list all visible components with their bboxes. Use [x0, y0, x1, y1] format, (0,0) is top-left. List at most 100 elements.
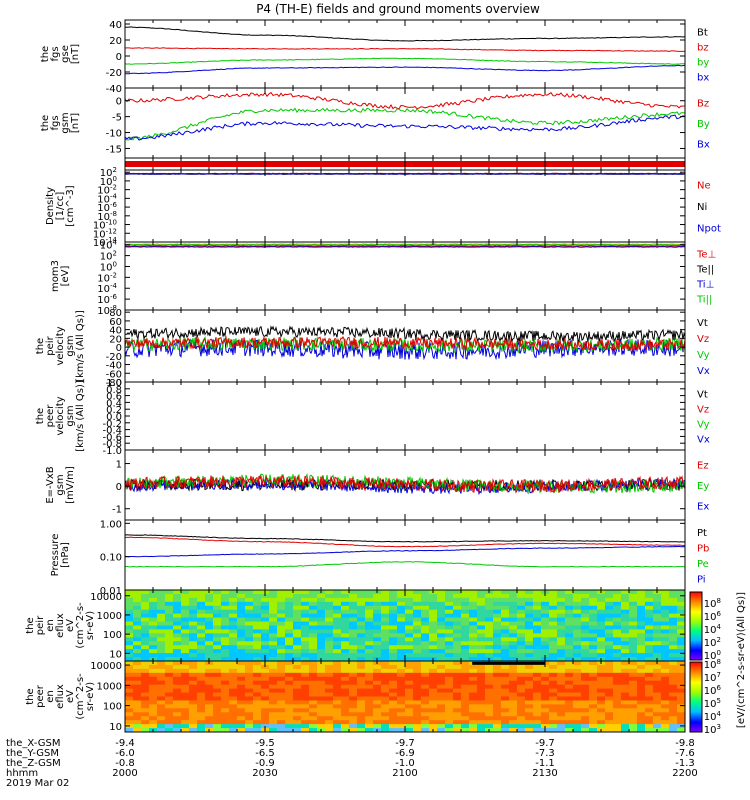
legend-te||: Te|| — [696, 265, 714, 276]
panel-2-tick-label: -5 — [112, 113, 122, 124]
xaxis-value: -1.1 — [535, 758, 555, 769]
panel-7-tick-label: 1.0 — [106, 378, 122, 389]
colorbar-bottom — [689, 661, 703, 733]
panel-10-tick-label: 10000 — [90, 592, 122, 603]
xaxis-value: -9.5 — [255, 738, 275, 749]
legend-ey: Ey — [697, 481, 709, 492]
figure-title: P4 (TH-E) fields and ground moments over… — [256, 2, 540, 16]
panel-4: 10210010-210-410-610-810-1010-1210-14Den… — [45, 166, 721, 249]
panel-10: 10000 1000 100 10 thepeirenefluxeV(cm^2-s-sr… — [25, 589, 686, 662]
xaxis-value: 2200 — [672, 768, 697, 779]
legend-ti||: Ti|| — [696, 295, 712, 306]
colorbar-label: [eV/(cm^2-s-sr-eV)(All Qs)] — [736, 592, 747, 728]
xaxis-value: -9.7 — [395, 738, 415, 749]
panel-11-plot-area — [125, 661, 685, 732]
panel-stack: 40200-20-40thefgsgse[nT]Btbzbybx0-5-10-1… — [25, 19, 721, 733]
legend-pi: Pi — [697, 574, 706, 585]
panel-11: 10000 1000 100 10 thepeerenefluxeV(cm^2-s-sr… — [25, 660, 686, 733]
panel-8-tick-label: 1 — [116, 460, 122, 471]
panel-4-frame — [124, 169, 686, 243]
xaxis-value: -6.0 — [115, 748, 135, 759]
panel-6-tick-label: 20 — [109, 334, 122, 345]
panel-6-tick-label: -40 — [106, 361, 122, 372]
panel-10-tick-label: 1000 — [97, 611, 122, 622]
panel-2-tick-label: 0 — [116, 97, 122, 108]
legend-vy: Vy — [697, 420, 710, 431]
series-bx — [125, 114, 685, 141]
panel-2-ylabel: thefgsgsm[nT] — [40, 112, 81, 133]
xaxis-value: 2030 — [252, 768, 277, 779]
series-ex — [125, 477, 685, 496]
xaxis-value: -7.3 — [535, 748, 555, 759]
panel-7-frame — [124, 381, 686, 451]
panel-11-tick-label: 10 — [109, 722, 122, 733]
legend-vx: Vx — [697, 435, 710, 446]
panel-1-plot-area — [125, 26, 685, 75]
series-bz — [125, 47, 685, 53]
xaxis-row-label: hhmm — [6, 768, 38, 779]
series-by — [125, 57, 685, 65]
legend-pe: Pe — [697, 559, 709, 570]
xaxis-value: 2130 — [532, 768, 557, 779]
legend-ne: Ne — [697, 181, 711, 192]
panel-11-tick-label: 10000 — [90, 661, 122, 672]
x-axis-labels: the_X-GSM -9.4 -9.5 -9.7 -9.7 -9.8 the_Y-GSM -6… — [6, 738, 698, 789]
panel-7-tick-label: 0.8 — [106, 385, 122, 396]
legend-ti⊥: Ti⊥ — [696, 280, 714, 291]
panel-1-tick-label: 0 — [116, 52, 122, 63]
panel-5: 10410210010-210-410-610-8mom3[eV]Te⊥Te||… — [50, 239, 716, 317]
panel-7-tick-label: 0.0 — [106, 412, 122, 423]
legend-bx: Bx — [697, 140, 710, 151]
panel-6-tick-label: 80 — [109, 308, 122, 319]
panel-3 — [124, 157, 686, 171]
panel-6-tick-label: -20 — [106, 352, 122, 363]
series-ey — [125, 473, 685, 494]
series-vt — [125, 325, 685, 343]
panel-7-tick-label: -0.4 — [102, 426, 122, 437]
xaxis-value: -0.9 — [255, 758, 275, 769]
legend-vt: Vt — [697, 390, 708, 401]
panel-8-ylabel: E=-VxBgsm[mV/m] — [45, 466, 76, 504]
xaxis-value: 2100 — [392, 768, 417, 779]
xaxis-value: -9.7 — [535, 738, 555, 749]
panel-1-tick-label: 40 — [109, 20, 122, 31]
legend-by: by — [697, 58, 709, 69]
legend-bz: bz — [697, 43, 709, 54]
panel-6-tick-label: -80 — [106, 378, 122, 389]
panel-1: 40 20 0 -20 -40 thefgsgse[nT] Bt bz by bx — [40, 19, 709, 95]
panel-10-tick-label: 10 — [109, 649, 122, 660]
panel-9-ylabel: Pressure[nPa] — [50, 534, 71, 577]
panel-6-tick-label: 60 — [109, 317, 122, 328]
panel-2-tick-label: -15 — [106, 144, 122, 155]
panel-6-tick-label: 0 — [116, 343, 122, 354]
series-vz — [125, 335, 685, 352]
panel-6-ylabel: thepeirvelocitygsm[km/s (All Qs)] — [35, 310, 86, 382]
panel-7: 1.00.80.60.40.20.0-0.2-0.4-0.6-0.8-1.0 th… — [35, 378, 710, 457]
legend-vz: Vz — [697, 405, 709, 416]
colorbar-bottom-tick: 104 — [704, 710, 722, 723]
panel-1-tick-label: -20 — [106, 68, 122, 79]
colorbar-bottom-tick: 106 — [704, 684, 722, 697]
legend-ex: Ex — [697, 502, 709, 513]
legend-vy: Vy — [697, 350, 710, 361]
panel-4-ylabel: Density[1/cc][cm^-3] — [45, 185, 76, 226]
panel-1-tick-label: 20 — [109, 36, 122, 47]
series-bz — [125, 91, 685, 110]
xaxis-value: -6.5 — [255, 748, 275, 759]
panel-7-tick-label: 0.4 — [106, 398, 122, 409]
panel-7-tick-label: -0.6 — [102, 432, 122, 443]
colorbar-top-tick: 106 — [704, 610, 722, 623]
series-pb — [125, 536, 685, 548]
panel-9-tick-label: 0.01 — [100, 586, 122, 597]
colorbar-top-tick: 102 — [704, 636, 721, 649]
panel-1-tick-label: -40 — [106, 84, 122, 95]
xaxis-row-label: the_Y-GSM — [6, 748, 59, 759]
panel-7-tick-label: -0.2 — [102, 419, 122, 430]
panel-5-ylabel: mom3[eV] — [50, 260, 71, 292]
panel-7-tick-label: -0.8 — [102, 439, 122, 450]
legend-by: By — [697, 119, 710, 130]
xaxis-value: -0.8 — [115, 758, 135, 769]
legend-bx: bx — [697, 73, 709, 84]
